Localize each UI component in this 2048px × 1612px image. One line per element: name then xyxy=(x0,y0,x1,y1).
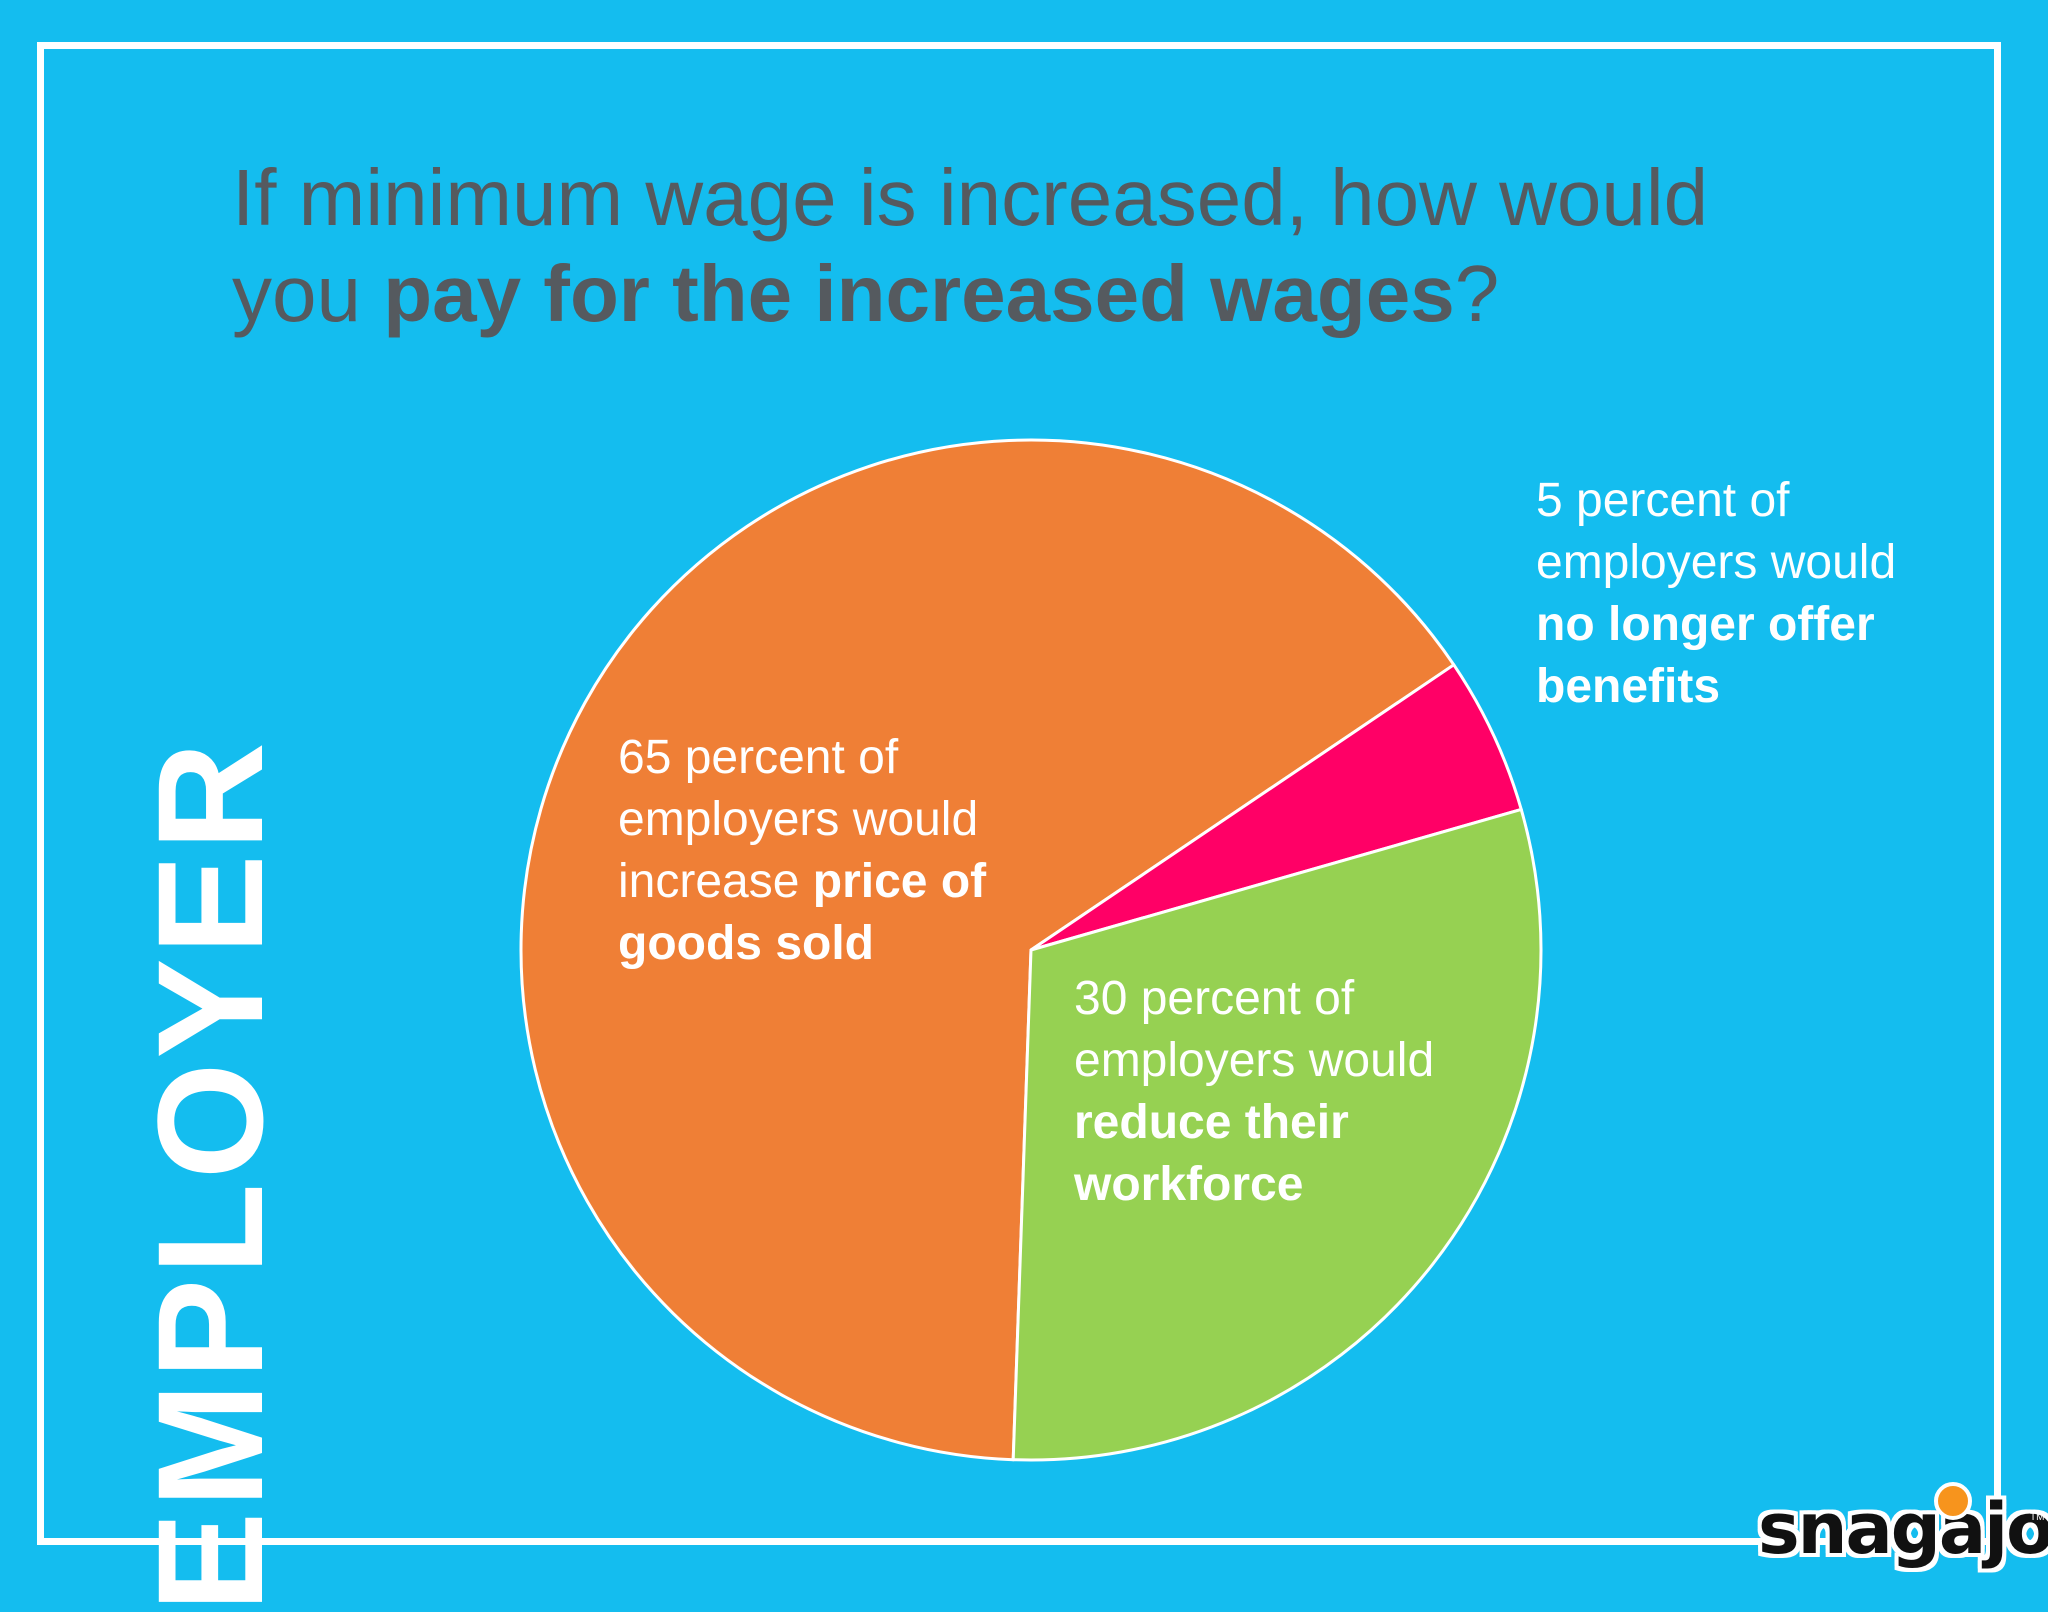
label-30-bold1: reduce their xyxy=(1074,1096,1349,1149)
title-line1: If minimum wage is increased, how would xyxy=(232,153,1709,242)
label-65-bold2: goods sold xyxy=(618,917,874,970)
label-30-line2: employers would xyxy=(1074,1034,1435,1087)
label-5-line1: 5 percent of xyxy=(1536,474,1790,527)
pie-slice-price-of-goods xyxy=(519,438,1456,1462)
slice-label-price-of-goods: 65 percent of employers would increase p… xyxy=(618,727,986,975)
label-65-line3: increase xyxy=(618,855,813,908)
label-65-line1: 65 percent of xyxy=(618,731,899,784)
pie-slice-no-benefits xyxy=(1029,663,1523,952)
pie-slice-reduce-workforce xyxy=(1011,807,1543,1462)
slice-label-benefits: 5 percent of employers would no longer o… xyxy=(1536,470,1896,718)
label-5-bold2: benefits xyxy=(1536,660,1721,713)
label-30-bold2: workforce xyxy=(1074,1158,1304,1211)
logo-trademark: TM xyxy=(2030,1512,2045,1523)
label-65-line2: employers would xyxy=(618,793,979,846)
label-5-line2: employers would xyxy=(1536,536,1897,589)
label-65-bold1: price of xyxy=(812,855,987,908)
label-5-bold1: no longer offer xyxy=(1536,598,1875,651)
title-line2-bold: pay for the increased wages xyxy=(383,249,1455,338)
title-line2-prefix: you xyxy=(232,249,384,338)
white-border-frame xyxy=(37,42,2001,1545)
label-30-line1: 30 percent of xyxy=(1074,972,1355,1025)
slice-label-workforce: 30 percent of employers would reduce the… xyxy=(1074,968,1434,1216)
title-line2-suffix: ? xyxy=(1454,249,1500,338)
snagajob-logo: snagajob xyxy=(1758,1488,2048,1570)
question-title: If minimum wage is increased, how would … xyxy=(232,150,1832,342)
logo-orange-dot-icon xyxy=(1934,1482,1972,1520)
